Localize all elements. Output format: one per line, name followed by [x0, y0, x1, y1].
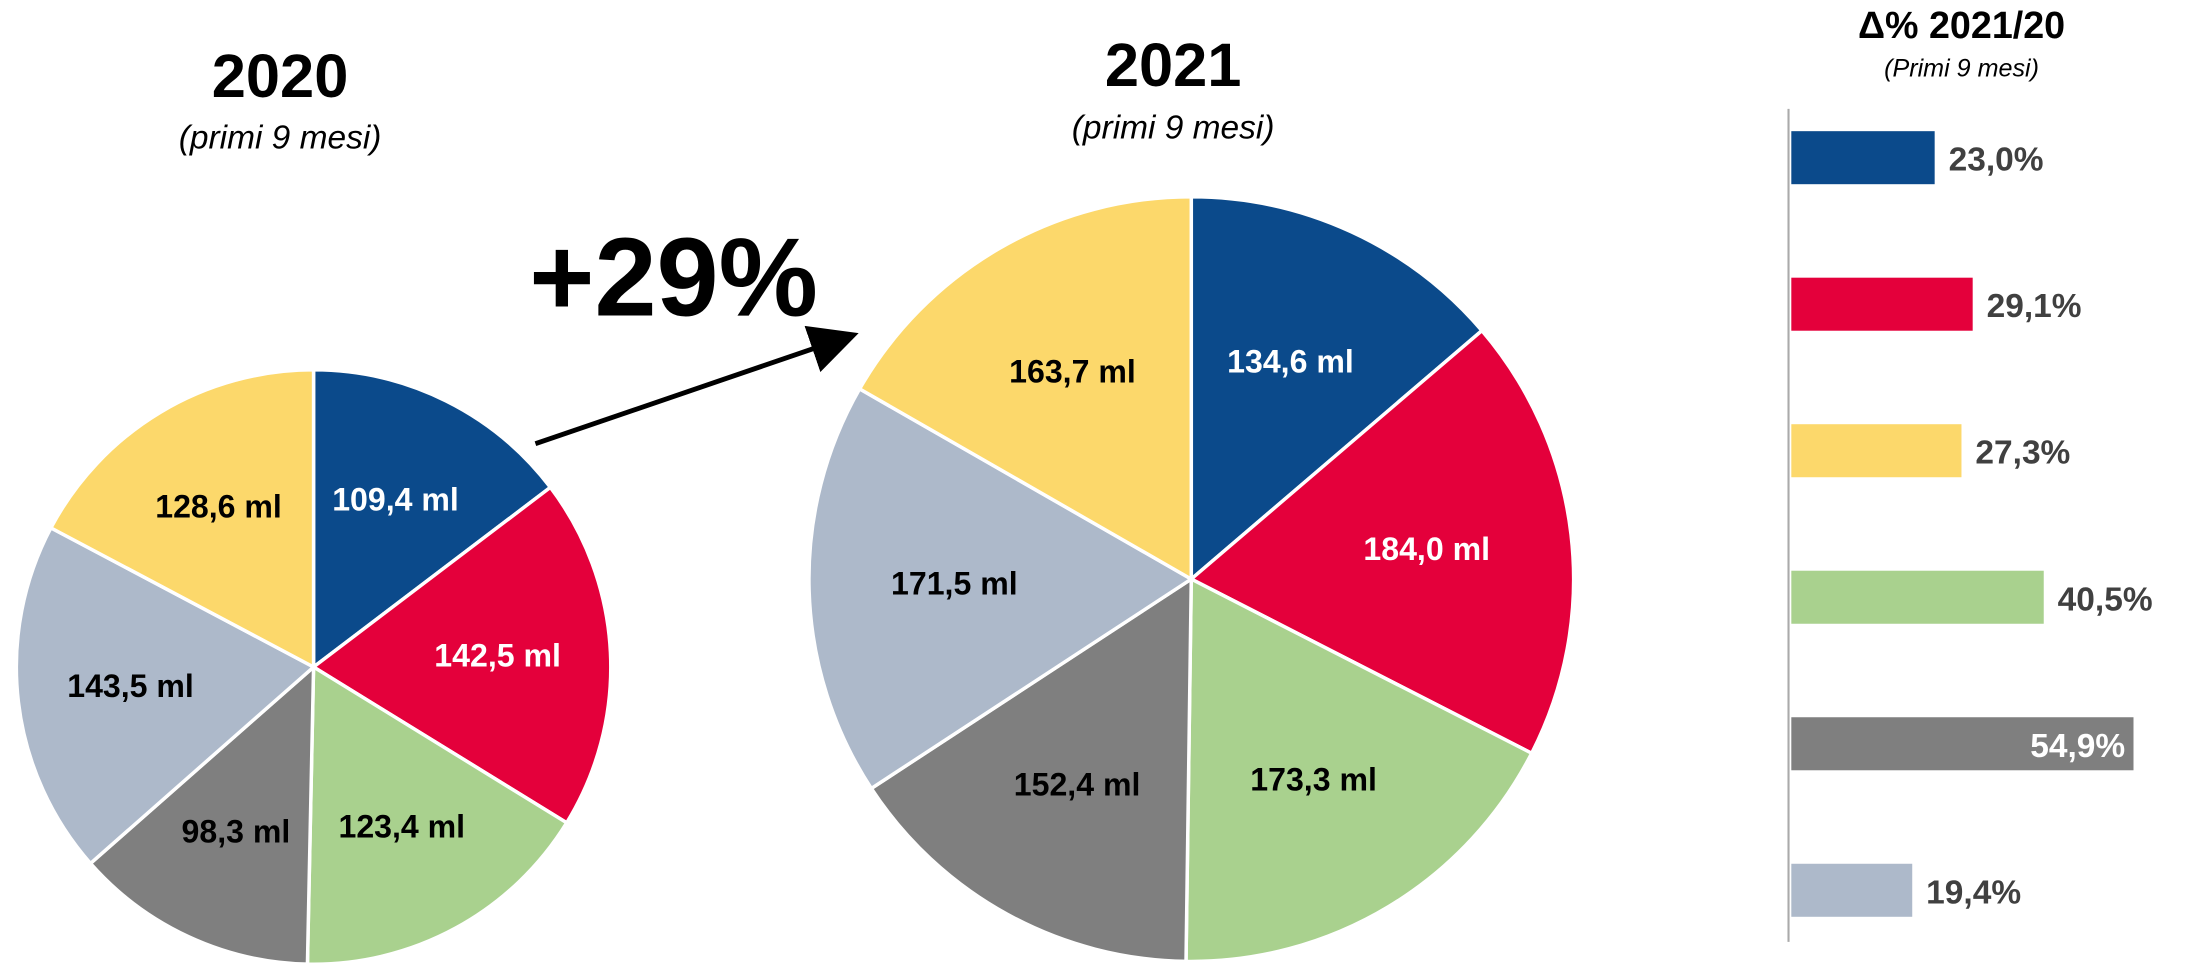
- bar-label: 29,1%: [1987, 288, 2082, 325]
- bar-label: 19,4%: [1926, 874, 2021, 911]
- bar-label: 27,3%: [1975, 435, 2070, 472]
- slice-label: 173,3 ml: [1250, 762, 1377, 798]
- bar-label: 54,9%: [2030, 728, 2125, 765]
- bar-label: 23,0%: [1949, 142, 2044, 179]
- chart-subtitle: (primi 9 mesi): [1072, 110, 1275, 147]
- slice-label: 123,4 ml: [338, 808, 465, 844]
- slice-label: 171,5 ml: [891, 566, 1018, 602]
- annotation: +29%: [529, 215, 818, 340]
- chart-subtitle: (primi 9 mesi): [179, 119, 382, 156]
- chart-subtitle: (Primi 9 mesi): [1884, 54, 2039, 82]
- bar: [1791, 424, 1962, 478]
- pie-slice: [88, 663, 316, 966]
- bar-label: 40,5%: [2058, 581, 2153, 618]
- bar: [1791, 131, 1935, 185]
- pie-slice: [305, 663, 570, 966]
- pie-slice: [1184, 576, 1535, 964]
- slice-label: 163,7 ml: [1009, 353, 1136, 389]
- chart-title: 2021: [1105, 31, 1242, 100]
- pie-slice: [1188, 328, 1576, 756]
- pie-slice: [310, 484, 613, 826]
- pie-slice: [857, 195, 1194, 583]
- slice-label: 109,4 ml: [332, 481, 459, 517]
- slice-label: 128,6 ml: [155, 489, 282, 525]
- bar: [1791, 863, 1913, 917]
- slice-label: 134,6 ml: [1227, 343, 1354, 379]
- pie-slice: [1189, 195, 1485, 583]
- pie-slice: [868, 575, 1194, 964]
- pie-slice: [807, 386, 1195, 791]
- pie-slice: [48, 368, 316, 670]
- slice-label: 152,4 ml: [1014, 766, 1141, 802]
- chart-title: 2020: [212, 42, 349, 111]
- slice-label: 143,5 ml: [67, 668, 194, 704]
- arrow: [534, 325, 859, 447]
- bar: [1791, 717, 2134, 771]
- bar: [1791, 570, 2044, 624]
- bar: [1791, 277, 1973, 331]
- pie-slice: [14, 525, 317, 866]
- slice-label: 142,5 ml: [434, 638, 561, 674]
- slice-label: 98,3 ml: [182, 814, 291, 850]
- slice-label: 184,0 ml: [1363, 531, 1490, 567]
- pie-slice: [311, 368, 553, 671]
- chart-title: Δ% 2021/20: [1858, 4, 2065, 46]
